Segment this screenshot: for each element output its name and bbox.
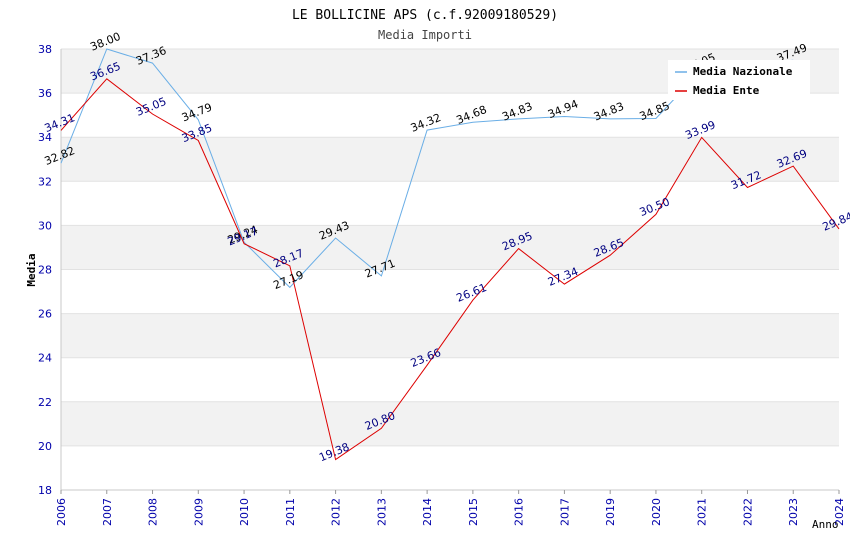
y-axis-label: Media	[25, 253, 38, 286]
x-tick-2016: 2016	[513, 498, 526, 526]
y-tick-22: 22	[38, 396, 52, 409]
y-tick-36: 36	[38, 87, 52, 100]
x-tick-2006: 2006	[55, 498, 68, 526]
x-tick-2022: 2022	[741, 498, 754, 526]
series-lines	[60, 48, 840, 461]
data-label-media-nazionale-2014: 34.32	[409, 111, 443, 135]
band-24	[61, 313, 839, 358]
data-label-media-nazionale-2020: 34.85	[638, 99, 672, 123]
x-tick-2015: 2015	[467, 498, 480, 526]
chart-title: LE BOLLICINE APS (c.f.92009180529)	[292, 8, 558, 23]
data-label-media-nazionale-2017: 34.94	[546, 97, 580, 121]
data-label-media-nazionale-2015: 34.68	[455, 103, 489, 127]
data-label-media-nazionale-2019: 34.83	[592, 100, 626, 124]
x-tick-labels: 2006 2007 2008 2009 2010 2011 2012 2013 2014 2015…	[55, 490, 846, 526]
y-tick-24: 24	[38, 352, 52, 365]
background-bands	[61, 49, 839, 446]
band-32	[61, 137, 839, 182]
x-tick-2020: 2020	[650, 498, 663, 526]
y-tick-30: 30	[38, 219, 52, 232]
data-label-media-ente-2006: 34.31	[43, 111, 77, 135]
x-tick-2007: 2007	[101, 498, 114, 526]
y-tick-32: 32	[38, 175, 52, 188]
y-tick-26: 26	[38, 308, 52, 321]
legend-box	[668, 60, 810, 100]
x-tick-2010: 2010	[238, 498, 251, 526]
y-tick-28: 28	[38, 264, 52, 277]
legend-label-media-ente: Media Ente	[693, 84, 760, 97]
x-tick-2017: 2017	[558, 498, 571, 526]
band-28	[61, 225, 839, 270]
legend-label-media-nazionale: Media Nazionale	[693, 65, 793, 78]
gridlines	[61, 48, 839, 491]
x-tick-2024: 2024	[833, 498, 846, 526]
x-tick-2012: 2012	[330, 498, 343, 526]
y-tick-18: 18	[38, 484, 52, 497]
x-tick-2008: 2008	[147, 498, 160, 526]
data-label-media-nazionale-2016: 34.83	[500, 100, 534, 124]
series-line-media-nazionale	[60, 48, 794, 289]
y-tick-34: 34	[38, 131, 52, 144]
data-label-media-nazionale-2011: 27.19	[271, 268, 305, 292]
x-tick-2023: 2023	[787, 498, 800, 526]
x-tick-2021: 2021	[696, 498, 709, 526]
x-tick-2013: 2013	[375, 498, 388, 526]
legend: Media Nazionale Media Ente	[668, 60, 810, 100]
series-line-media-ente	[60, 78, 840, 461]
x-axis-label: Anno	[812, 518, 839, 531]
y-tick-38: 38	[38, 43, 52, 56]
data-label-media-ente-2008: 35.05	[134, 95, 168, 119]
y-tick-labels: 18 20 22 24 26 28 30 32 34 36 38	[38, 43, 52, 497]
band-20	[61, 401, 839, 446]
axes	[60, 49, 839, 491]
y-tick-20: 20	[38, 440, 52, 453]
chart-subtitle: Media Importi	[378, 28, 472, 42]
x-tick-2011: 2011	[284, 498, 297, 526]
x-tick-2014: 2014	[421, 498, 434, 526]
x-tick-2009: 2009	[192, 498, 205, 526]
x-tick-2019: 2019	[604, 498, 617, 526]
